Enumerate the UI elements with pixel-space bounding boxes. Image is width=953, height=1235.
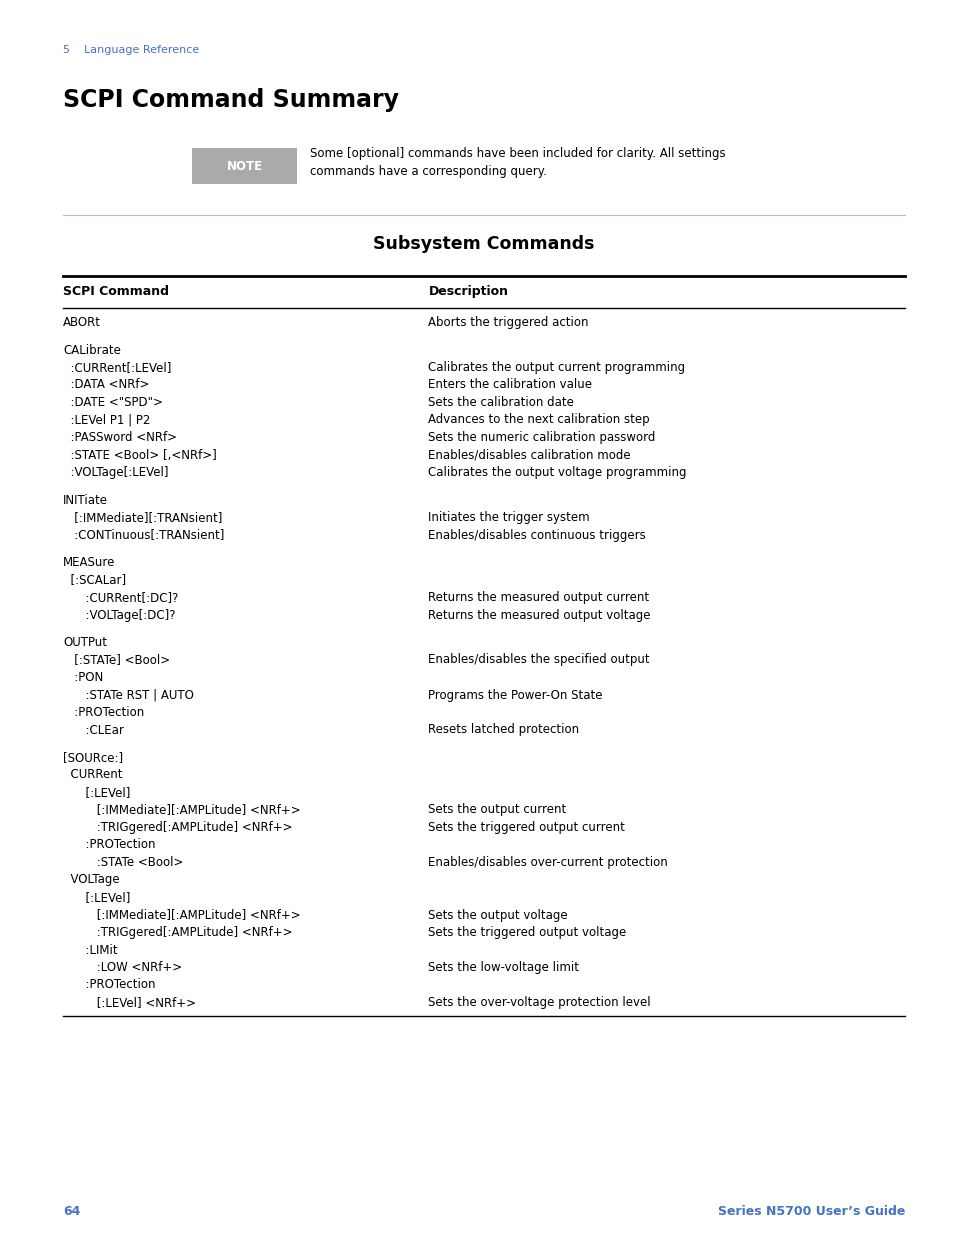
Text: :LIMit: :LIMit [63,944,117,956]
Text: ABORt: ABORt [63,316,101,329]
Text: Sets the output current: Sets the output current [428,804,566,816]
Text: [:IMMediate][:TRANsient]: [:IMMediate][:TRANsient] [63,511,222,524]
Text: NOTE: NOTE [226,159,262,173]
Text: [:LEVel]: [:LEVel] [63,890,131,904]
Text: :VOLTage[:LEVel]: :VOLTage[:LEVel] [63,466,169,479]
Text: [SOURce:]: [SOURce:] [63,751,123,764]
Text: :PROTection: :PROTection [63,706,144,719]
Text: :STATe RST | AUTO: :STATe RST | AUTO [63,688,193,701]
Text: Programs the Power-On State: Programs the Power-On State [428,688,602,701]
Text: Calibrates the output voltage programming: Calibrates the output voltage programmin… [428,466,686,479]
Text: :DATE <"SPD">: :DATE <"SPD"> [63,396,163,409]
Text: Calibrates the output current programming: Calibrates the output current programmin… [428,361,685,374]
Text: Returns the measured output voltage: Returns the measured output voltage [428,609,650,621]
Text: Enters the calibration value: Enters the calibration value [428,378,592,391]
Text: [:IMMediate][:AMPLitude] <NRf+>: [:IMMediate][:AMPLitude] <NRf+> [63,804,300,816]
Text: SCPI Command: SCPI Command [63,285,169,298]
Text: Series N5700 User’s Guide: Series N5700 User’s Guide [717,1205,904,1218]
Text: Enables/disables continuous triggers: Enables/disables continuous triggers [428,529,645,541]
Text: Subsystem Commands: Subsystem Commands [373,235,594,253]
Text: Sets the over-voltage protection level: Sets the over-voltage protection level [428,995,650,1009]
Text: Enables/disables calibration mode: Enables/disables calibration mode [428,448,630,462]
Text: VOLTage: VOLTage [63,873,119,887]
Text: Some [optional] commands have been included for clarity. All settings: Some [optional] commands have been inclu… [310,147,725,161]
Text: :DATA <NRf>: :DATA <NRf> [63,378,150,391]
Text: [:SCALar]: [:SCALar] [63,573,126,587]
Text: Enables/disables over-current protection: Enables/disables over-current protection [428,856,667,869]
Text: Description: Description [428,285,508,298]
Text: :STATE <Bool> [,<NRf>]: :STATE <Bool> [,<NRf>] [63,448,216,462]
Text: :TRIGgered[:AMPLitude] <NRf+>: :TRIGgered[:AMPLitude] <NRf+> [63,821,293,834]
Text: :PROTection: :PROTection [63,839,155,851]
Text: 64: 64 [63,1205,80,1218]
Text: Sets the low-voltage limit: Sets the low-voltage limit [428,961,578,974]
Text: :LOW <NRf+>: :LOW <NRf+> [63,961,182,974]
Text: :PON: :PON [63,671,103,684]
Text: Sets the calibration date: Sets the calibration date [428,396,574,409]
Text: Sets the triggered output voltage: Sets the triggered output voltage [428,926,626,939]
Text: :LEVel P1 | P2: :LEVel P1 | P2 [63,414,151,426]
Text: commands have a corresponding query.: commands have a corresponding query. [310,164,546,178]
Text: :CONTinuous[:TRANsient]: :CONTinuous[:TRANsient] [63,529,224,541]
Text: Advances to the next calibration step: Advances to the next calibration step [428,414,649,426]
Text: CALibrate: CALibrate [63,343,121,357]
Text: [:LEVel] <NRf+>: [:LEVel] <NRf+> [63,995,195,1009]
Text: :PROTection: :PROTection [63,978,155,992]
Text: [:STATe] <Bool>: [:STATe] <Bool> [63,653,170,667]
Text: :CLEar: :CLEar [63,724,124,736]
Text: Initiates the trigger system: Initiates the trigger system [428,511,590,524]
FancyBboxPatch shape [192,148,296,184]
Text: Sets the numeric calibration password: Sets the numeric calibration password [428,431,655,445]
Text: 5    Language Reference: 5 Language Reference [63,44,199,56]
Text: :CURRent[:LEVel]: :CURRent[:LEVel] [63,361,172,374]
Text: OUTPut: OUTPut [63,636,107,650]
Text: :PASSword <NRf>: :PASSword <NRf> [63,431,177,445]
Text: :VOLTage[:DC]?: :VOLTage[:DC]? [63,609,175,621]
Text: SCPI Command Summary: SCPI Command Summary [63,88,398,112]
Text: :TRIGgered[:AMPLitude] <NRf+>: :TRIGgered[:AMPLitude] <NRf+> [63,926,293,939]
Text: INITiate: INITiate [63,494,108,506]
Text: :STATe <Bool>: :STATe <Bool> [63,856,183,869]
Text: MEASure: MEASure [63,556,115,569]
Text: [:LEVel]: [:LEVel] [63,785,131,799]
Text: Sets the output voltage: Sets the output voltage [428,909,567,921]
Text: Enables/disables the specified output: Enables/disables the specified output [428,653,649,667]
Text: CURRent: CURRent [63,768,122,782]
Text: :CURRent[:DC]?: :CURRent[:DC]? [63,592,178,604]
Text: Aborts the triggered action: Aborts the triggered action [428,316,588,329]
Text: Sets the triggered output current: Sets the triggered output current [428,821,624,834]
Text: Resets latched protection: Resets latched protection [428,724,578,736]
Text: Returns the measured output current: Returns the measured output current [428,592,649,604]
Text: [:IMMediate][:AMPLitude] <NRf+>: [:IMMediate][:AMPLitude] <NRf+> [63,909,300,921]
